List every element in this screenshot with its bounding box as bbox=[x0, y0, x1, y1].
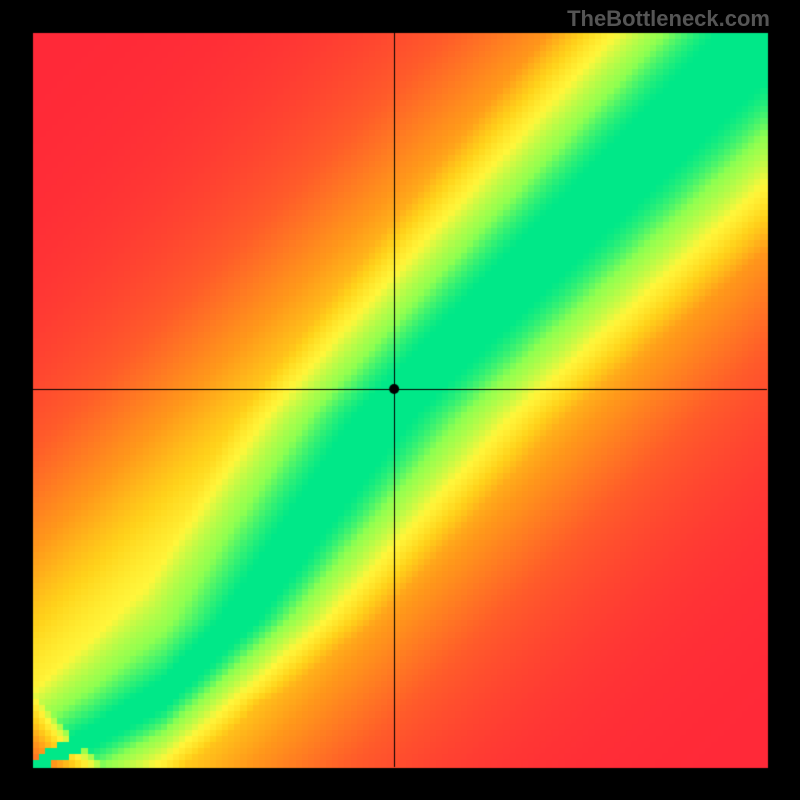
watermark-text: TheBottleneck.com bbox=[567, 6, 770, 32]
bottleneck-heatmap bbox=[0, 0, 800, 800]
chart-container: TheBottleneck.com bbox=[0, 0, 800, 800]
